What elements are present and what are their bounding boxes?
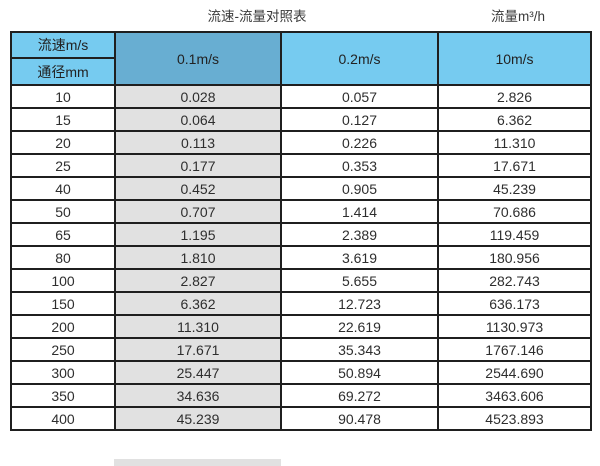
flow-value-cell: 69.272 xyxy=(280,383,439,408)
diameter-cell: 10 xyxy=(10,84,116,109)
flow-value-cell: 6.362 xyxy=(437,107,592,132)
flow-value-cell: 0.057 xyxy=(280,84,439,109)
flow-value-cell: 2.826 xyxy=(437,84,592,109)
flow-value-cell: 180.956 xyxy=(437,245,592,270)
flow-value-cell: 4523.893 xyxy=(437,406,592,431)
flow-value-cell: 1767.146 xyxy=(437,337,592,362)
flow-value-cell: 17.671 xyxy=(437,153,592,178)
flow-value-cell: 0.452 xyxy=(114,176,282,201)
corner-velocity-label: 流速m/s xyxy=(10,31,116,59)
title-bar: 流速-流量对照表 流量m³/h xyxy=(0,0,600,31)
flow-value-cell: 0.113 xyxy=(114,130,282,155)
table-row: 15 0.064 0.127 6.362 xyxy=(10,107,592,132)
flow-value-cell: 1.414 xyxy=(280,199,439,224)
flow-value-cell: 2.827 xyxy=(114,268,282,293)
diameter-cell: 80 xyxy=(10,245,116,270)
flow-value-cell: 17.671 xyxy=(114,337,282,362)
diameter-cell: 250 xyxy=(10,337,116,362)
flow-value-cell: 2544.690 xyxy=(437,360,592,385)
flow-unit-label: 流量m³/h xyxy=(491,9,545,24)
flow-value-cell: 0.177 xyxy=(114,153,282,178)
table-row: 65 1.195 2.389 119.459 xyxy=(10,222,592,247)
flow-value-cell: 50.894 xyxy=(280,360,439,385)
flow-value-cell: 0.353 xyxy=(280,153,439,178)
table-row: 300 25.447 50.894 2544.690 xyxy=(10,360,592,385)
velocity-flow-table: 流速m/s 0.1m/s 0.2m/s 10m/s 通径mm 10 0.028 0.… xyxy=(10,31,592,431)
diameter-cell: 400 xyxy=(10,406,116,431)
flow-value-cell: 34.636 xyxy=(114,383,282,408)
flow-value-cell: 11.310 xyxy=(437,130,592,155)
table-row: 400 45.239 90.478 4523.893 xyxy=(10,406,592,431)
flow-value-cell: 11.310 xyxy=(114,314,282,339)
flow-value-cell: 45.239 xyxy=(114,406,282,431)
diameter-cell: 200 xyxy=(10,314,116,339)
flow-value-cell: 35.343 xyxy=(280,337,439,362)
table-row: 25 0.177 0.353 17.671 xyxy=(10,153,592,178)
table-row: 350 34.636 69.272 3463.606 xyxy=(10,383,592,408)
table-body: 10 0.028 0.057 2.826 15 0.064 0.127 6.362 20 0.11… xyxy=(10,84,592,431)
table-row: 20 0.113 0.226 11.310 xyxy=(10,130,592,155)
flow-value-cell: 0.127 xyxy=(280,107,439,132)
flow-value-cell: 0.707 xyxy=(114,199,282,224)
flow-value-cell: 45.239 xyxy=(437,176,592,201)
flow-value-cell: 3463.606 xyxy=(437,383,592,408)
diameter-cell: 65 xyxy=(10,222,116,247)
gray-column-overflow xyxy=(114,459,281,466)
header-row-velocity: 流速m/s 0.1m/s 0.2m/s 10m/s xyxy=(10,31,592,86)
diameter-cell: 15 xyxy=(10,107,116,132)
table-row: 80 1.810 3.619 180.956 xyxy=(10,245,592,270)
flow-value-cell: 119.459 xyxy=(437,222,592,247)
flow-value-cell: 1.195 xyxy=(114,222,282,247)
table-row: 40 0.452 0.905 45.239 xyxy=(10,176,592,201)
column-header-0-1ms: 0.1m/s xyxy=(114,31,282,86)
flow-value-cell: 70.686 xyxy=(437,199,592,224)
flow-value-cell: 12.723 xyxy=(280,291,439,316)
diameter-cell: 350 xyxy=(10,383,116,408)
table-row: 100 2.827 5.655 282.743 xyxy=(10,268,592,293)
flow-value-cell: 1130.973 xyxy=(437,314,592,339)
flow-value-cell: 0.064 xyxy=(114,107,282,132)
flow-value-cell: 0.028 xyxy=(114,84,282,109)
diameter-cell: 40 xyxy=(10,176,116,201)
flow-value-cell: 3.619 xyxy=(280,245,439,270)
flow-value-cell: 25.447 xyxy=(114,360,282,385)
column-header-10ms: 10m/s xyxy=(437,31,592,86)
page-title: 流速-流量对照表 xyxy=(207,9,307,24)
flow-value-cell: 5.655 xyxy=(280,268,439,293)
flow-value-cell: 282.743 xyxy=(437,268,592,293)
flow-value-cell: 2.389 xyxy=(280,222,439,247)
diameter-cell: 20 xyxy=(10,130,116,155)
flow-value-cell: 6.362 xyxy=(114,291,282,316)
diameter-cell: 300 xyxy=(10,360,116,385)
flow-value-cell: 0.226 xyxy=(280,130,439,155)
table-header: 流速m/s 0.1m/s 0.2m/s 10m/s 通径mm xyxy=(10,31,592,86)
table-row: 250 17.671 35.343 1767.146 xyxy=(10,337,592,362)
flow-value-cell: 0.905 xyxy=(280,176,439,201)
diameter-cell: 25 xyxy=(10,153,116,178)
diameter-cell: 100 xyxy=(10,268,116,293)
table-row: 10 0.028 0.057 2.826 xyxy=(10,84,592,109)
diameter-cell: 150 xyxy=(10,291,116,316)
diameter-cell: 50 xyxy=(10,199,116,224)
table-row: 150 6.362 12.723 636.173 xyxy=(10,291,592,316)
flow-value-cell: 636.173 xyxy=(437,291,592,316)
column-header-0-2ms: 0.2m/s xyxy=(280,31,439,86)
table-row: 200 11.310 22.619 1130.973 xyxy=(10,314,592,339)
flow-value-cell: 1.810 xyxy=(114,245,282,270)
corner-diameter-label: 通径mm xyxy=(10,57,116,86)
flow-value-cell: 22.619 xyxy=(280,314,439,339)
header-row-diameter: 通径mm xyxy=(10,57,591,86)
table-row: 50 0.707 1.414 70.686 xyxy=(10,199,592,224)
flow-value-cell: 90.478 xyxy=(280,406,439,431)
